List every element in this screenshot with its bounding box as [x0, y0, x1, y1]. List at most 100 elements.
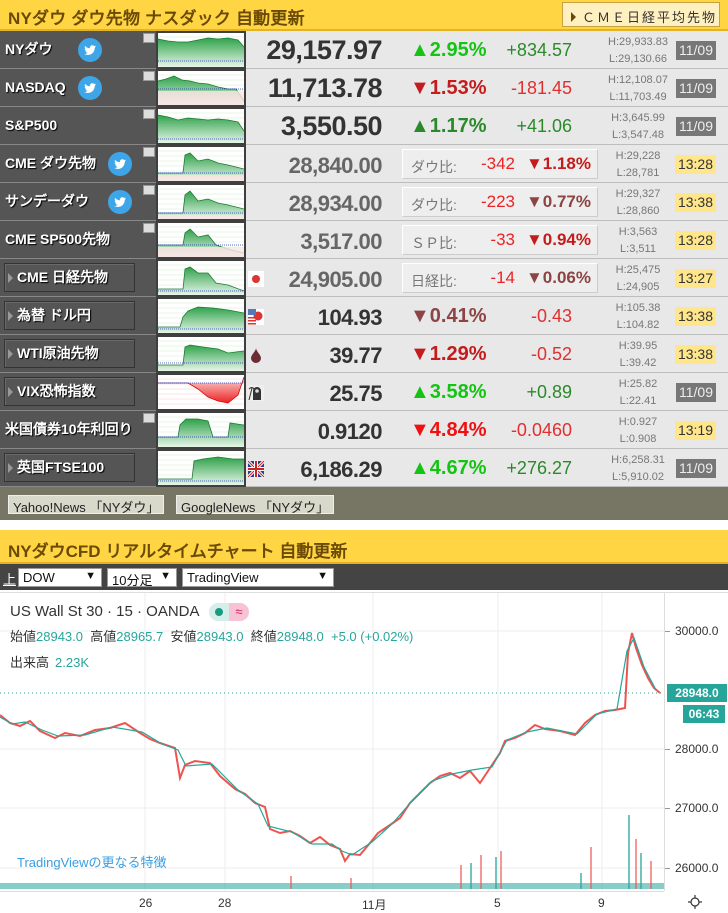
chart-toggle-icon[interactable]	[143, 413, 155, 423]
comparison-label: 日経比:	[411, 273, 457, 289]
price-value: 28,934.00	[288, 191, 383, 216]
low-value: L:28,781	[616, 167, 660, 179]
comparison-value: -33	[490, 230, 515, 249]
update-time: 11/09	[676, 41, 716, 60]
change-percent: ▲3.58%	[410, 381, 487, 403]
update-time: 13:38	[674, 345, 716, 364]
update-time: 11/09	[676, 383, 716, 402]
settings-gear-icon[interactable]	[688, 895, 702, 909]
row-name[interactable]: S&P500	[5, 117, 58, 133]
row-name[interactable]: CME SP500先物	[5, 231, 111, 247]
close-label: 終値	[250, 629, 277, 644]
price-axis[interactable]: 30000.0 28000.0 27000.0 26000.0 28948.0 …	[664, 593, 728, 891]
y-tick: 28000.0	[664, 742, 719, 756]
symbol-title: US Wall St 30 · 15 · OANDA	[10, 603, 200, 620]
comparison-label: ダウ比:	[411, 159, 457, 175]
mini-chart[interactable]	[156, 145, 246, 183]
time-axis[interactable]: 26 28 11月 5 9	[0, 891, 664, 913]
symbol-select[interactable]: DOW ▼	[18, 568, 102, 587]
row-expand-button[interactable]: WTI原油先物	[4, 339, 135, 368]
provider-select[interactable]: TradingView ▼	[182, 568, 334, 587]
open-label: 始値	[10, 629, 37, 644]
comparison-box: ダウ比: -223 ▼0.77%	[402, 187, 598, 217]
row-expand-button[interactable]: CME 日経先物	[4, 263, 135, 292]
triangle-right-icon	[571, 12, 576, 22]
low-value: L:5,910.02	[612, 471, 664, 483]
google-news-link[interactable]: GoogleNews 「NYダウ」	[176, 495, 335, 515]
comparison-percent: ▼0.94%	[525, 230, 591, 249]
change-value: +41.06	[516, 116, 572, 136]
chart-toggle-icon[interactable]	[143, 33, 155, 43]
volume-legend: 出来高 2.23K	[10, 652, 89, 671]
chevron-down-icon: ▼	[85, 570, 96, 582]
x-tick: 11月	[362, 898, 387, 912]
twitter-icon[interactable]	[108, 190, 132, 214]
cme-nikkei-link-label: ＣＭＥ日経平均先物	[582, 10, 718, 25]
mini-chart[interactable]	[156, 259, 246, 297]
change-percent: ▼0.41%	[410, 305, 487, 327]
price-value: 0.9120	[317, 419, 383, 444]
mini-chart[interactable]	[156, 69, 246, 107]
mini-chart[interactable]	[156, 411, 246, 449]
twitter-icon[interactable]	[108, 152, 132, 176]
japan-flag-icon	[248, 271, 264, 287]
twitter-icon[interactable]	[78, 76, 102, 100]
market-status-pill[interactable]: ≈	[209, 603, 249, 621]
quote-row: 英国FTSE100 6,186.29 ▲4.67% +276.27 H:6,258.31…	[0, 449, 728, 487]
row-name: VIX恐怖指数	[17, 383, 96, 399]
low-value: L:11,703.49	[609, 91, 667, 103]
high-value: 28965.7	[116, 629, 164, 644]
tradingview-chart[interactable]: US Wall St 30 · 15 · OANDA ≈ 始値28943.0 高…	[0, 592, 728, 912]
candlestick-plot[interactable]	[0, 593, 664, 891]
quote-row: 為替 ドル円 104.93 ▼0.41% -0.43 H:105.38 L:104.82 1…	[0, 297, 728, 335]
mini-chart[interactable]	[156, 373, 246, 411]
chart-toggle-icon[interactable]	[143, 109, 155, 119]
quote-row: S&P500 3,550.50 ▲1.17% +41.06 H:3,645.99 L:3,…	[0, 107, 728, 145]
low-label: 安値	[170, 629, 197, 644]
row-name[interactable]: CME ダウ先物	[5, 155, 96, 171]
interval-select[interactable]: 10分足 ▼	[107, 568, 177, 588]
mini-chart[interactable]	[156, 449, 246, 487]
row-expand-button[interactable]: 英国FTSE100	[4, 453, 135, 482]
cme-nikkei-link-button[interactable]: ＣＭＥ日経平均先物	[562, 2, 720, 27]
yahoo-news-link[interactable]: Yahoo!News 「NYダウ」	[8, 495, 165, 515]
market-open-dot-icon	[209, 603, 229, 621]
change-value: -181.45	[510, 78, 572, 98]
row-name[interactable]: NYダウ	[5, 41, 53, 57]
comparison-box: ＳＰ比: -33 ▼0.94%	[402, 225, 598, 255]
chart-toggle-icon[interactable]	[143, 223, 155, 233]
mini-chart[interactable]	[156, 335, 246, 373]
chart-toggle-icon[interactable]	[143, 147, 155, 157]
quote-row: 米国債券10年利回り 0.9120 ▼4.84% -0.0460 H:0.927 L:0.…	[0, 411, 728, 449]
high-value: H:6,258.31	[611, 454, 665, 466]
row-name[interactable]: NASDAQ	[5, 79, 66, 95]
chart-toggle-icon[interactable]	[143, 71, 155, 81]
symbol-select-value: DOW	[23, 570, 55, 585]
price-value: 24,905.00	[288, 267, 383, 292]
row-name[interactable]: 米国債券10年利回り	[5, 421, 133, 437]
high-value: H:25,475	[615, 264, 661, 276]
tradingview-promo-link[interactable]: TradingViewの更なる特徴	[17, 855, 167, 870]
row-label: VIX恐怖指数	[0, 373, 156, 411]
change-value: -0.0460	[510, 420, 572, 440]
row-name[interactable]: サンデーダウ	[5, 193, 89, 209]
quote-row: サンデーダウ 28,934.00 ダウ比: -223 ▼0.77% H:29,327 L:2…	[0, 183, 728, 221]
change-percent: ▲1.17%	[410, 115, 487, 137]
mini-chart[interactable]	[156, 107, 246, 145]
quote-row: VIX恐怖指数 25.75 ▲3.58% +0.89 H:25.82 L:22.41 11/…	[0, 373, 728, 411]
mini-chart[interactable]	[156, 221, 246, 259]
close-value: 28948.0	[276, 629, 324, 644]
low-value: L:104.82	[616, 319, 660, 331]
chart-toggle-icon[interactable]	[143, 185, 155, 195]
mini-chart[interactable]	[156, 31, 246, 69]
twitter-icon[interactable]	[78, 38, 102, 62]
grim-reaper-icon	[248, 385, 264, 401]
up-link[interactable]: 上	[3, 572, 17, 587]
mini-chart[interactable]	[156, 297, 246, 335]
high-low: H:39.95 L:39.42	[588, 338, 688, 372]
mini-chart[interactable]	[156, 183, 246, 221]
row-expand-button[interactable]: 為替 ドル円	[4, 301, 135, 330]
quote-row: CME SP500先物 3,517.00 ＳＰ比: -33 ▼0.94% H:3,563 L…	[0, 221, 728, 259]
row-expand-button[interactable]: VIX恐怖指数	[4, 377, 135, 406]
high-low: H:29,228 L:28,781	[588, 148, 688, 182]
